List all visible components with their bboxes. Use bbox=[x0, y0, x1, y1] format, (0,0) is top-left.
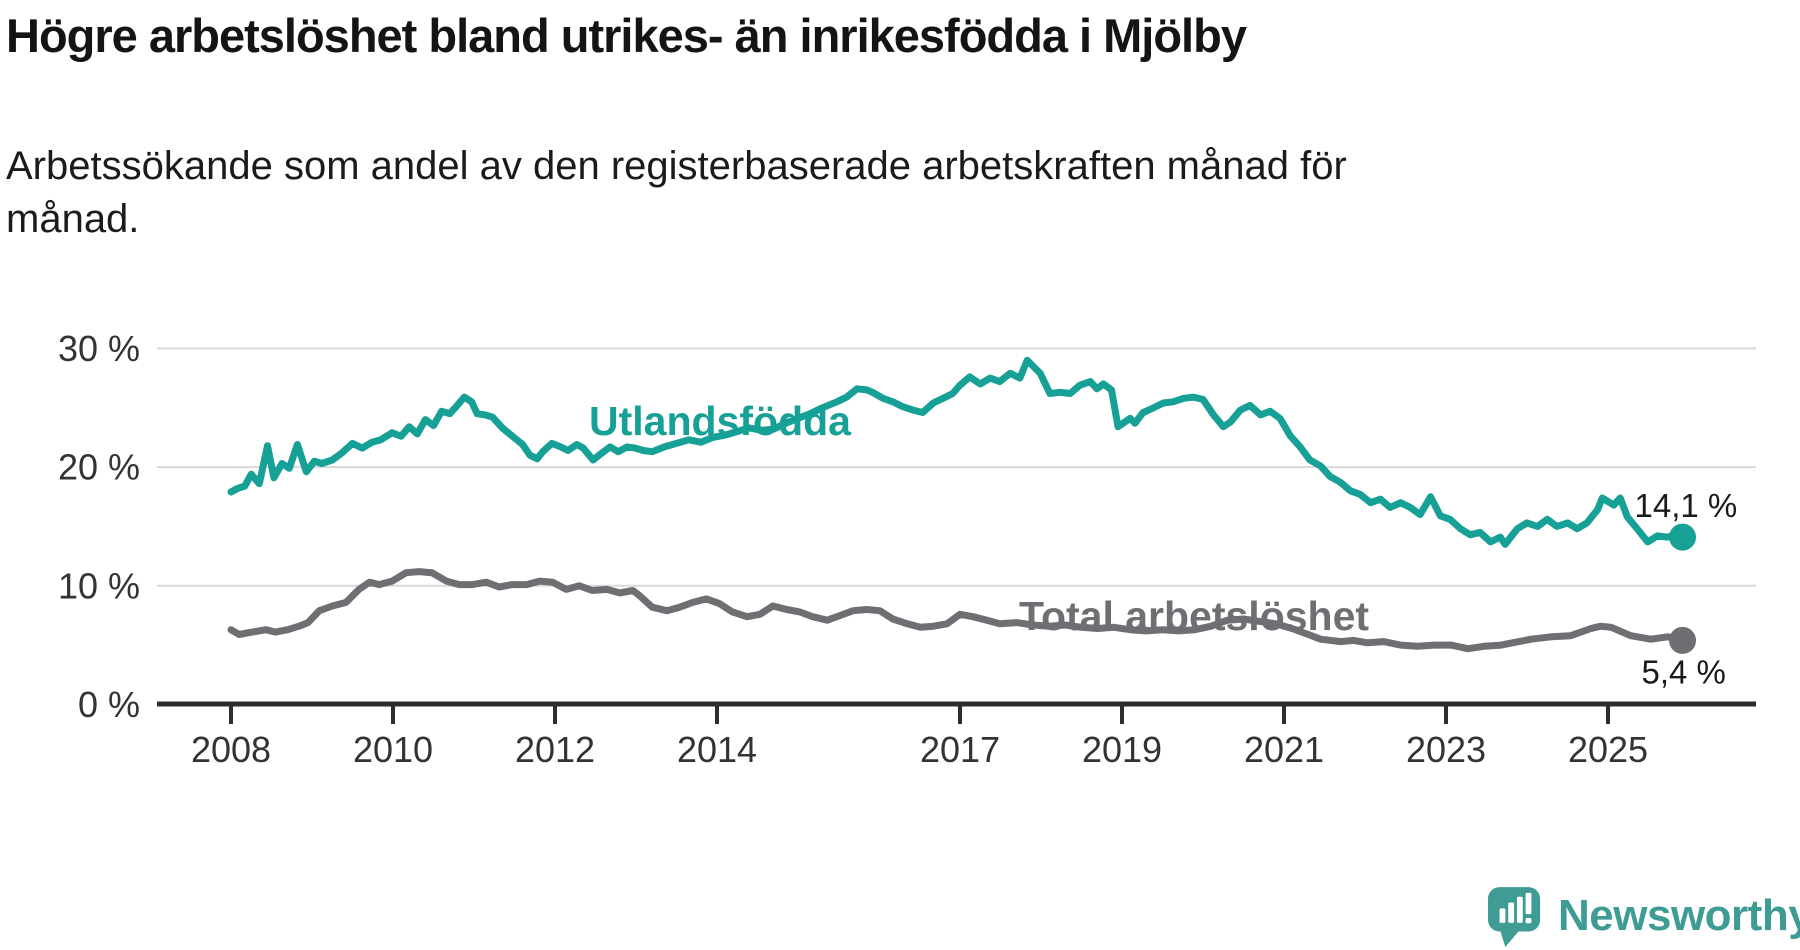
y-tick-label-0: 0 % bbox=[78, 684, 140, 725]
x-tick-label-2025: 2025 bbox=[1568, 729, 1648, 770]
series-line-total-arbetsloshet bbox=[227, 568, 1686, 653]
x-tick-label-2010: 2010 bbox=[353, 729, 433, 770]
series-line-utlandsfodda bbox=[227, 356, 1686, 548]
chart-subtitle-line-1: Arbetssökande som andel av den registerb… bbox=[6, 144, 1347, 188]
x-tick-label-2014: 2014 bbox=[677, 729, 757, 770]
chart-subtitle-line-2: månad. bbox=[6, 197, 140, 241]
y-tick-label-30: 30 % bbox=[58, 328, 140, 369]
x-tick-label-2012: 2012 bbox=[515, 729, 595, 770]
series-label-total-arbetsloshet: Total arbetslöshet bbox=[1019, 593, 1369, 639]
bar-chart-speech-bubble-icon bbox=[1487, 887, 1541, 947]
x-tick-label-2021: 2021 bbox=[1244, 729, 1324, 770]
x-axis bbox=[157, 701, 1756, 724]
x-tick-label-2019: 2019 bbox=[1082, 729, 1162, 770]
newsworthy-logo-text: Newsworthy bbox=[1558, 891, 1800, 940]
y-tick-label-10: 10 % bbox=[58, 565, 140, 606]
x-tick-label-2017: 2017 bbox=[920, 729, 1000, 770]
series-label-utlandsfodda: Utlandsfödda bbox=[589, 398, 852, 444]
end-value-label-utlandsfodda: 14,1 % bbox=[1635, 487, 1738, 524]
chart-title: Högre arbetslöshet bland utrikes- än inr… bbox=[6, 9, 1247, 62]
series-end-dot-utlandsfodda bbox=[1669, 523, 1697, 551]
y-tick-label-20: 20 % bbox=[58, 447, 140, 488]
x-tick-label-2008: 2008 bbox=[191, 729, 271, 770]
chart-subtitle: Arbetssökande som andel av den registerb… bbox=[6, 140, 1347, 246]
data-series bbox=[227, 356, 1697, 654]
series-end-dot-total-arbetsloshet bbox=[1669, 626, 1697, 654]
newsworthy-logo: Newsworthy bbox=[1487, 886, 1800, 950]
x-tick-label-2023: 2023 bbox=[1406, 729, 1486, 770]
gridlines bbox=[157, 347, 1756, 587]
end-value-label-total-arbetsloshet: 5,4 % bbox=[1642, 653, 1726, 690]
chart-labels: 0 % 10 % 20 % 30 % 2008 2010 2012 2014 2017 2019 2… bbox=[58, 328, 1737, 770]
